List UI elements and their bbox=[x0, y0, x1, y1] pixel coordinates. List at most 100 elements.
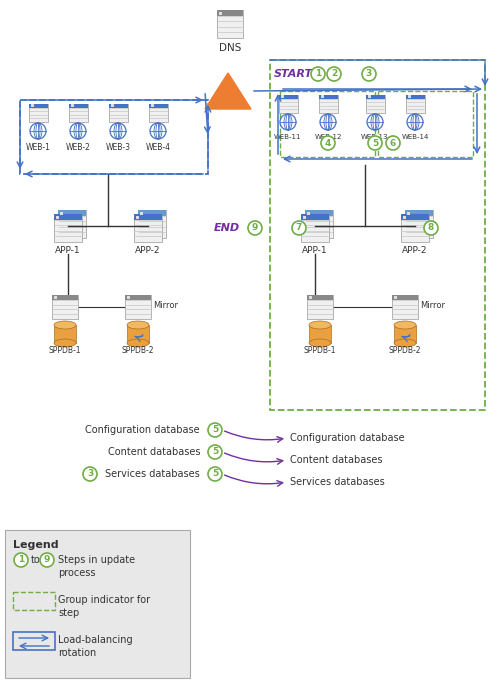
Text: 3: 3 bbox=[87, 469, 93, 479]
Bar bbox=[366, 95, 385, 99]
Bar bbox=[52, 295, 78, 300]
Bar bbox=[305, 210, 333, 216]
Text: WEB-11: WEB-11 bbox=[274, 134, 302, 140]
Text: 7: 7 bbox=[296, 224, 302, 233]
Text: APP-2: APP-2 bbox=[135, 246, 161, 255]
Circle shape bbox=[208, 445, 222, 459]
Bar bbox=[60, 211, 63, 215]
Bar bbox=[301, 214, 329, 220]
Bar bbox=[109, 104, 128, 108]
Circle shape bbox=[424, 221, 438, 235]
Text: WEB-1: WEB-1 bbox=[25, 143, 50, 152]
Bar bbox=[54, 296, 57, 299]
Bar bbox=[140, 211, 143, 215]
Bar bbox=[134, 214, 162, 242]
Bar bbox=[58, 210, 86, 216]
Text: 5: 5 bbox=[372, 138, 378, 148]
Circle shape bbox=[40, 553, 54, 567]
Bar bbox=[394, 325, 416, 343]
Text: APP-1: APP-1 bbox=[55, 246, 81, 255]
Bar bbox=[125, 295, 151, 300]
Ellipse shape bbox=[309, 321, 331, 329]
Text: Content databases: Content databases bbox=[290, 455, 383, 465]
Text: 8: 8 bbox=[428, 224, 434, 233]
Bar bbox=[307, 295, 333, 300]
Text: WEB-3: WEB-3 bbox=[105, 143, 131, 152]
Bar bbox=[29, 104, 48, 108]
Bar bbox=[219, 12, 222, 14]
Ellipse shape bbox=[54, 339, 76, 347]
Circle shape bbox=[30, 123, 46, 139]
Bar bbox=[69, 104, 88, 108]
Text: Content databases: Content databases bbox=[107, 447, 200, 457]
Bar bbox=[406, 95, 425, 113]
Text: rotation: rotation bbox=[58, 648, 96, 658]
Bar bbox=[406, 95, 425, 99]
Bar bbox=[392, 295, 418, 300]
Bar bbox=[321, 96, 324, 98]
Bar bbox=[403, 215, 406, 219]
Text: Group indicator for: Group indicator for bbox=[58, 595, 150, 605]
Text: DNS: DNS bbox=[219, 43, 241, 53]
Bar bbox=[307, 211, 310, 215]
Bar bbox=[138, 210, 166, 216]
Text: Steps in update: Steps in update bbox=[58, 555, 135, 565]
Bar bbox=[134, 214, 162, 220]
Text: Configuration database: Configuration database bbox=[290, 433, 405, 443]
Text: 9: 9 bbox=[44, 555, 50, 564]
Circle shape bbox=[208, 423, 222, 437]
Text: END: END bbox=[214, 223, 240, 233]
Bar bbox=[5, 530, 190, 678]
Bar bbox=[309, 325, 331, 343]
Text: Mirror: Mirror bbox=[420, 300, 445, 309]
Bar bbox=[319, 95, 338, 99]
Bar bbox=[378, 91, 473, 157]
Ellipse shape bbox=[394, 321, 416, 329]
Bar bbox=[394, 296, 397, 299]
Bar bbox=[52, 295, 78, 319]
Bar bbox=[13, 592, 55, 610]
Bar bbox=[13, 632, 55, 650]
Bar bbox=[54, 325, 76, 343]
Bar bbox=[319, 95, 338, 113]
Circle shape bbox=[248, 221, 262, 235]
Ellipse shape bbox=[127, 339, 149, 347]
Text: 6: 6 bbox=[390, 138, 396, 148]
Bar bbox=[111, 105, 114, 107]
Text: 1: 1 bbox=[315, 70, 321, 79]
Bar bbox=[279, 95, 298, 99]
Bar bbox=[71, 105, 74, 107]
Circle shape bbox=[367, 114, 383, 130]
Ellipse shape bbox=[394, 339, 416, 347]
Circle shape bbox=[362, 67, 376, 81]
Bar bbox=[149, 104, 168, 108]
Circle shape bbox=[320, 114, 336, 130]
Bar bbox=[54, 214, 82, 242]
Text: Services databases: Services databases bbox=[105, 469, 200, 479]
Text: 1: 1 bbox=[18, 555, 24, 564]
Ellipse shape bbox=[309, 339, 331, 347]
Bar bbox=[20, 100, 208, 174]
Bar bbox=[217, 10, 243, 16]
Text: SPPDB-1: SPPDB-1 bbox=[49, 346, 81, 355]
Ellipse shape bbox=[54, 321, 76, 329]
Circle shape bbox=[407, 114, 423, 130]
Text: 2: 2 bbox=[331, 70, 337, 79]
Bar bbox=[305, 210, 333, 238]
Bar bbox=[58, 210, 86, 238]
Bar bbox=[125, 295, 151, 319]
Text: WEB-14: WEB-14 bbox=[401, 134, 429, 140]
Text: WEB-13: WEB-13 bbox=[361, 134, 389, 140]
Text: WEB-2: WEB-2 bbox=[66, 143, 90, 152]
Bar bbox=[109, 104, 128, 122]
Text: APP-2: APP-2 bbox=[402, 246, 428, 255]
Bar bbox=[366, 95, 385, 113]
Circle shape bbox=[368, 136, 382, 150]
Bar bbox=[407, 211, 410, 215]
Text: 4: 4 bbox=[325, 138, 331, 148]
Circle shape bbox=[70, 123, 86, 139]
Bar bbox=[69, 104, 88, 122]
Bar bbox=[279, 95, 298, 113]
Bar bbox=[217, 10, 243, 38]
Bar bbox=[138, 210, 166, 238]
